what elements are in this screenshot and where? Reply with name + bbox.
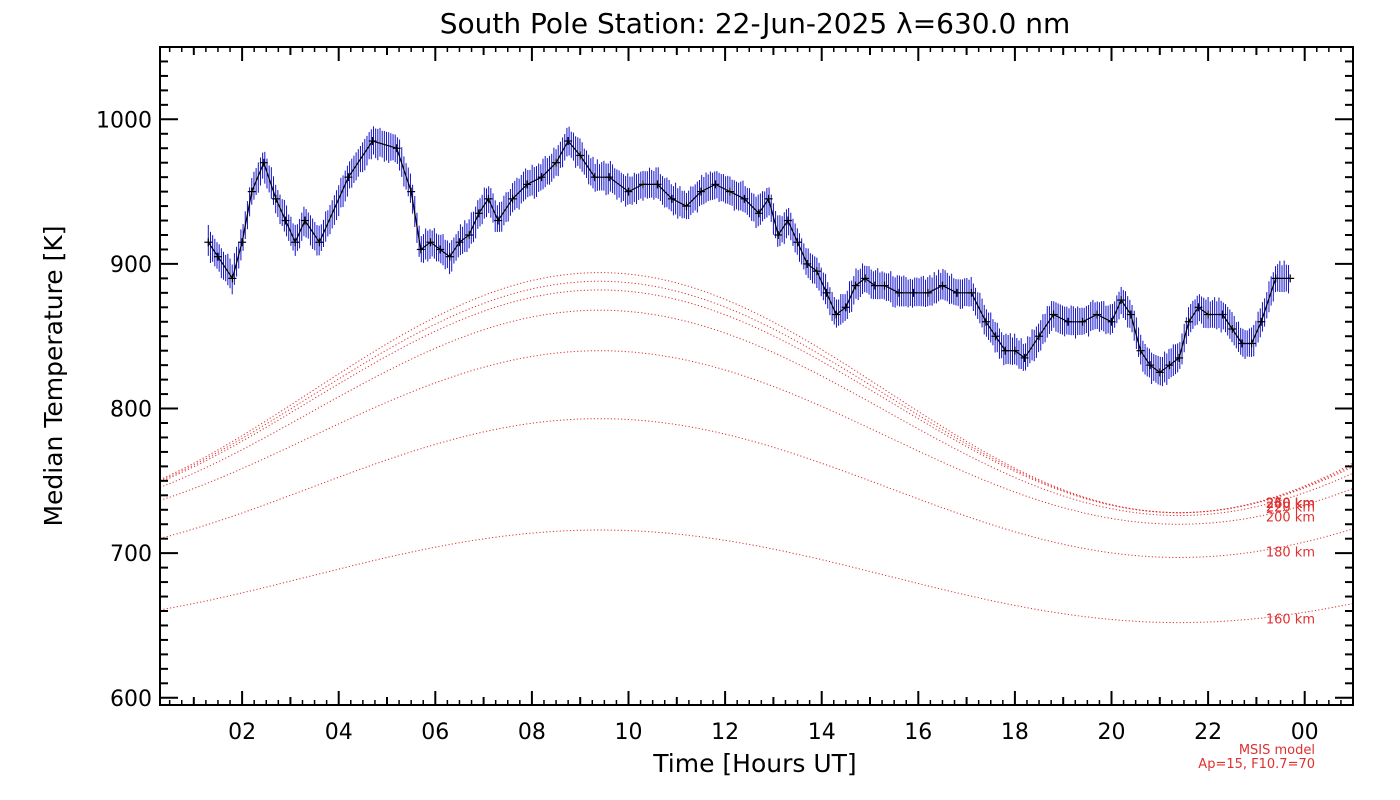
plot-frame xyxy=(159,46,1354,706)
x-tick-label: 18 xyxy=(1001,720,1029,745)
y-axis-ticks: 600 700 800 900 1000 xyxy=(96,60,1353,712)
msis-curve-label: 260 km xyxy=(1266,496,1315,511)
y-tick-label: 900 xyxy=(110,253,152,278)
msis-params-annotation: Ap=15, F10.7=70 xyxy=(1198,757,1315,772)
x-tick-label: 00 xyxy=(1291,720,1319,745)
x-tick-label: 14 xyxy=(808,720,836,745)
x-tick-label: 06 xyxy=(421,720,449,745)
x-tick-label: 02 xyxy=(228,720,256,745)
x-tick-label: 12 xyxy=(711,720,739,745)
x-tick-label: 08 xyxy=(518,720,546,745)
msis-curve-label: 240 km xyxy=(1266,497,1315,512)
msis-curve-label: 250 km xyxy=(1266,497,1315,512)
x-tick-label: 10 xyxy=(615,720,643,745)
msis-model-annotation: MSIS model xyxy=(1239,743,1315,758)
msis-curve xyxy=(160,272,1353,514)
y-tick-label: 1000 xyxy=(96,108,152,133)
chart-title: South Pole Station: 22-Jun-2025 λ=630.0 … xyxy=(440,7,1071,40)
msis-curve-label: 180 km xyxy=(1266,545,1315,560)
y-tick-label: 700 xyxy=(110,542,152,567)
y-tick-label: 800 xyxy=(110,398,152,423)
y-tick-label: 600 xyxy=(110,687,152,712)
measured-data xyxy=(204,126,1295,387)
y-axis-label: Median Temperature [K] xyxy=(39,225,68,526)
msis-curve-label: 200 km xyxy=(1266,511,1315,526)
msis-curve xyxy=(160,418,1353,558)
msis-model-curves xyxy=(160,272,1353,624)
x-tick-label: 04 xyxy=(325,720,353,745)
msis-curve xyxy=(160,289,1353,514)
x-axis-ticks: 02 04 06 08 10 12 14 16 18 20 22 00 xyxy=(168,47,1342,745)
msis-curve-label: 160 km xyxy=(1266,613,1315,628)
msis-curve-label: 220 km xyxy=(1266,501,1315,516)
msis-curve xyxy=(160,350,1353,525)
msis-curve xyxy=(160,309,1353,517)
x-tick-label: 16 xyxy=(904,720,932,745)
x-tick-label: 22 xyxy=(1194,720,1222,745)
msis-curve xyxy=(160,529,1353,624)
measured-line xyxy=(207,139,1291,374)
x-tick-label: 20 xyxy=(1098,720,1126,745)
x-axis-label: Time [Hours UT] xyxy=(652,749,856,778)
